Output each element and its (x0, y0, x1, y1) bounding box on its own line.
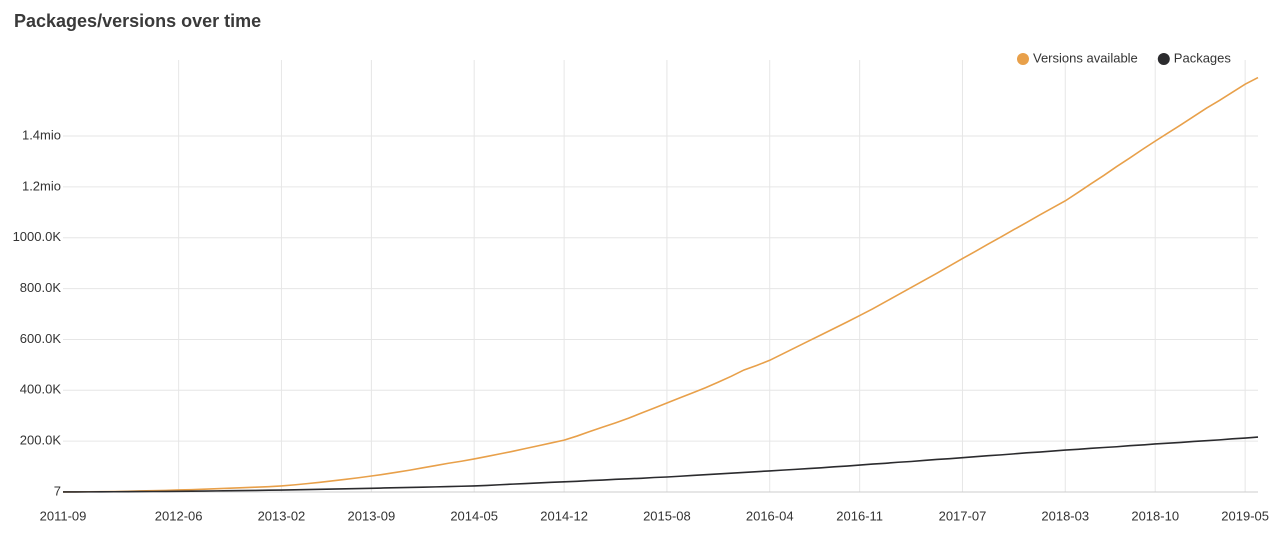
y-tick-label: 1.4mio (22, 127, 61, 142)
line (62, 76, 1259, 493)
y-tick-label: 200.0K (20, 433, 62, 448)
legend-label: Packages (1174, 50, 1232, 65)
y-tick-label: 1000.0K (13, 229, 62, 244)
y-tick-label: 400.0K (20, 382, 62, 397)
x-tick-label: 2019-05 (1221, 508, 1269, 523)
legend-label: Versions available (1033, 50, 1138, 65)
line (62, 436, 1259, 493)
x-tick-label: 2014-05 (450, 508, 498, 523)
x-tick-label: 2015-08 (643, 508, 691, 523)
y-tick-label: 800.0K (20, 280, 62, 295)
y-tick-label: 7 (54, 483, 61, 498)
x-tick-label: 2017-07 (939, 508, 987, 523)
y-tick-label: 1.2mio (22, 178, 61, 193)
x-tick-label: 2018-03 (1041, 508, 1089, 523)
x-tick-label: 2013-09 (348, 508, 396, 523)
legend-marker (1157, 53, 1170, 65)
y-tick-label: 600.0K (20, 331, 62, 346)
x-tick-label: 2012-06 (155, 508, 203, 523)
x-tick-label: 2016-04 (746, 508, 794, 523)
x-tick-label: 2016-11 (836, 508, 883, 523)
legend-marker (1017, 53, 1029, 65)
x-tick-label: 2013-02 (258, 508, 306, 523)
x-tick-label: 2014-12 (540, 508, 588, 523)
x-tick-label: 2011-09 (40, 508, 87, 523)
x-tick-label: 2018-10 (1131, 508, 1179, 523)
chart-title: Packages/versions over time (14, 11, 261, 31)
